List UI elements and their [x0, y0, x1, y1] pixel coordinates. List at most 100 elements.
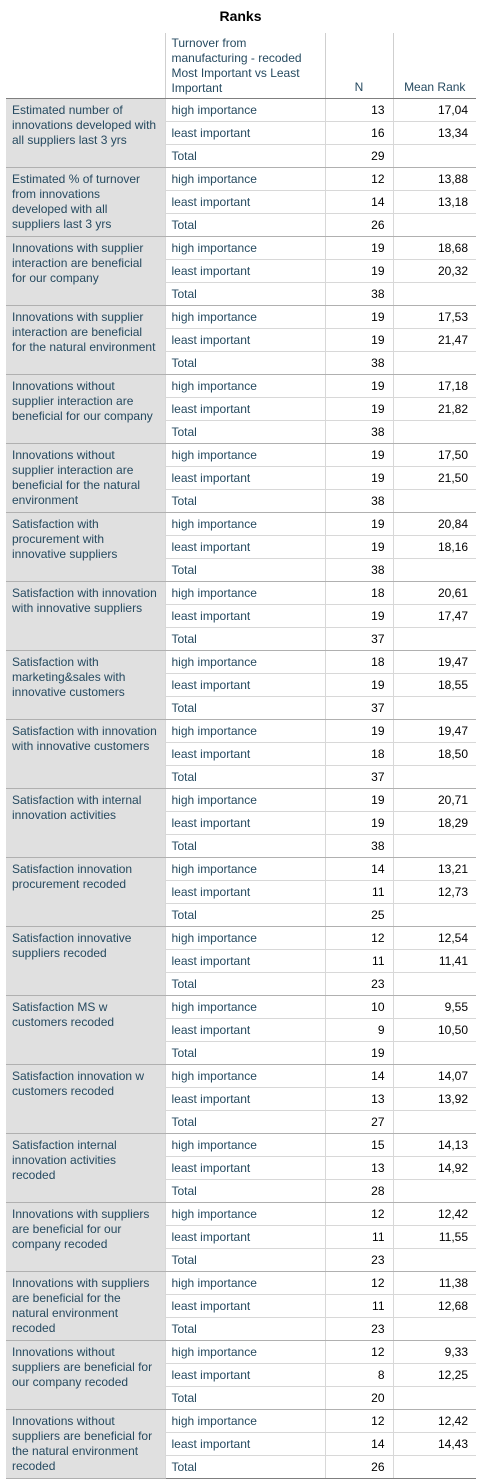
row-label: Innovations without supplier interaction… — [6, 374, 165, 444]
group-cell: least important — [164, 1363, 325, 1387]
n-cell: 19 — [324, 328, 393, 352]
group-cell: least important — [164, 535, 325, 559]
n-cell: 14 — [324, 1432, 393, 1456]
group-cell: least important — [164, 466, 325, 490]
table-row: Satisfaction with innovation with innova… — [6, 719, 476, 789]
table-row: Innovations without suppliers are benefi… — [6, 1340, 476, 1410]
n-cell: 12 — [324, 1340, 393, 1364]
group-cell: Total — [164, 1041, 325, 1065]
mean-rank-cell: 17,53 — [392, 305, 476, 329]
mean-rank-cell — [392, 420, 476, 444]
n-cell: 38 — [324, 351, 393, 375]
group-cell: Total — [164, 1317, 325, 1341]
n-cell: 14 — [324, 1064, 393, 1088]
ranks-table: Turnover from manufacturing - recoded Mo… — [6, 33, 476, 1479]
table-row: Total 38 — [6, 558, 476, 582]
group-cell: least important — [164, 742, 325, 766]
group-cell: Total — [164, 351, 325, 375]
row-label: Satisfaction internal innovation activit… — [6, 1133, 165, 1203]
group-cell: Total — [164, 489, 325, 513]
n-cell: 12 — [324, 1409, 393, 1433]
n-cell: 11 — [324, 1225, 393, 1249]
row-label: Satisfaction with procurement with innov… — [6, 512, 165, 582]
mean-rank-cell — [392, 1455, 476, 1479]
group-cell: least important — [164, 1432, 325, 1456]
group-cell: least important — [164, 1018, 325, 1042]
mean-rank-cell — [392, 1248, 476, 1272]
row-label: Innovations with suppliers are beneficia… — [6, 1202, 165, 1272]
n-cell: 26 — [324, 213, 393, 237]
mean-rank-cell — [392, 282, 476, 306]
group-cell: least important — [164, 397, 325, 421]
table-row: Total 37 — [6, 627, 476, 651]
mean-rank-cell: 12,73 — [392, 880, 476, 904]
table-row: least important 11 12,68 — [6, 1294, 476, 1318]
n-cell: 18 — [324, 650, 393, 674]
n-cell: 29 — [324, 144, 393, 168]
table-row: least important 19 21,47 — [6, 328, 476, 352]
table-title: Ranks — [219, 8, 262, 24]
n-cell: 10 — [324, 995, 393, 1019]
table-row: Total 25 — [6, 903, 476, 927]
table-row: Innovations with supplier interaction ar… — [6, 236, 476, 306]
group-cell: least important — [164, 949, 325, 973]
mean-rank-cell: 17,50 — [392, 443, 476, 467]
group-cell: least important — [164, 1294, 325, 1318]
n-cell: 38 — [324, 420, 393, 444]
mean-rank-cell: 18,29 — [392, 811, 476, 835]
table-row: least important 13 13,92 — [6, 1087, 476, 1111]
table-row: least important 14 13,18 — [6, 190, 476, 214]
n-cell: 38 — [324, 489, 393, 513]
mean-rank-cell: 12,54 — [392, 926, 476, 950]
n-cell: 9 — [324, 1018, 393, 1042]
table-row: Innovations with suppliers are beneficia… — [6, 1271, 476, 1341]
n-cell: 19 — [324, 788, 393, 812]
n-cell: 19 — [324, 305, 393, 329]
n-cell: 13 — [324, 98, 393, 122]
table-row: Total 23 — [6, 972, 476, 996]
mean-rank-cell: 14,07 — [392, 1064, 476, 1088]
mean-rank-cell: 13,88 — [392, 167, 476, 191]
table-row: least important 11 11,55 — [6, 1225, 476, 1249]
group-cell: least important — [164, 259, 325, 283]
mean-rank-cell: 20,71 — [392, 788, 476, 812]
mean-rank-cell: 21,82 — [392, 397, 476, 421]
table-row: least important 11 11,41 — [6, 949, 476, 973]
table-row: Estimated % of turnover from innovations… — [6, 167, 476, 237]
n-cell: 19 — [324, 443, 393, 467]
table-row: Total 38 — [6, 420, 476, 444]
table-row: least important 19 20,32 — [6, 259, 476, 283]
n-cell: 14 — [324, 190, 393, 214]
n-cell: 18 — [324, 581, 393, 605]
mean-rank-cell: 20,61 — [392, 581, 476, 605]
group-cell: Total — [164, 1179, 325, 1203]
n-cell: 11 — [324, 1294, 393, 1318]
table-row: Satisfaction innovative suppliers recode… — [6, 926, 476, 996]
table-row: least important 19 21,82 — [6, 397, 476, 421]
mean-rank-cell: 19,47 — [392, 719, 476, 743]
mean-rank-cell: 20,84 — [392, 512, 476, 536]
group-cell: Total — [164, 627, 325, 651]
mean-rank-cell: 11,38 — [392, 1271, 476, 1295]
row-label: Satisfaction MS w customers recoded — [6, 995, 165, 1065]
group-cell: Total — [164, 903, 325, 927]
mean-rank-cell — [392, 765, 476, 789]
row-label: Estimated number of innovations develope… — [6, 98, 165, 168]
group-cell: Total — [164, 213, 325, 237]
group-cell: least important — [164, 1156, 325, 1180]
table-row: Total 38 — [6, 834, 476, 858]
mean-rank-cell: 14,92 — [392, 1156, 476, 1180]
header-blank — [6, 33, 165, 99]
mean-rank-cell: 13,34 — [392, 121, 476, 145]
table-row: least important 19 18,55 — [6, 673, 476, 697]
mean-rank-cell: 18,68 — [392, 236, 476, 260]
mean-rank-cell — [392, 696, 476, 720]
n-cell: 12 — [324, 1202, 393, 1226]
group-cell: high importance — [164, 1064, 325, 1088]
table-row: Satisfaction innovation procurement reco… — [6, 857, 476, 927]
mean-rank-cell — [392, 1386, 476, 1410]
n-cell: 23 — [324, 1317, 393, 1341]
n-cell: 20 — [324, 1386, 393, 1410]
table-row: Satisfaction with internal innovation ac… — [6, 788, 476, 858]
mean-rank-cell: 18,16 — [392, 535, 476, 559]
